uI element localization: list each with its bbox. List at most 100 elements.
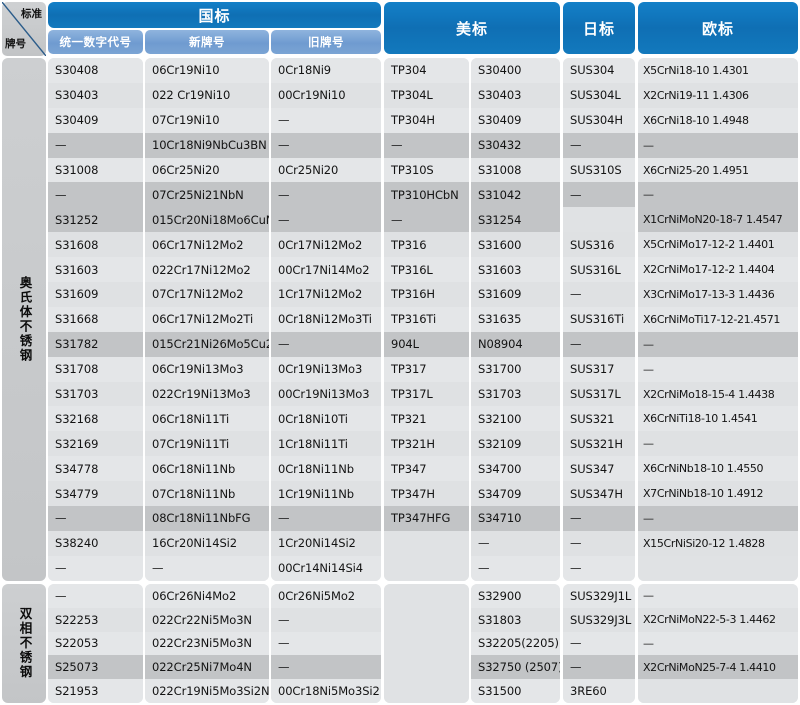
col-duplex-gb-new: 06Cr26Ni4Mo2 022Cr22Ni5Mo3N 022Cr23Ni5Mo3N… [145,584,269,703]
table-cell: — [638,631,798,656]
table-cell: 06Cr17Ni12Mo2Ti [145,306,269,332]
table-cell: 022Cr25Ni7Mo4N [145,655,269,680]
table-cell: S34779 [48,481,143,507]
table-cell: 0Cr18Ni10Ti [271,406,381,432]
table-cell: — [563,182,635,208]
col-austenitic-jp: SUS304 SUS304L SUS304H — SUS310S — SUS316 SUS31… [563,58,635,581]
table-cell: SUS317 [563,356,635,382]
table-cell: SUS304 [563,58,635,83]
table-cell: 06Cr19Ni10 [145,58,269,83]
col-austenitic-gb-uns: S30408 S30403 S30409— S31008— S31252 S31608 S3… [48,58,143,581]
table-cell: S31703 [48,381,143,407]
table-cell: X2CrNiMo17-12-2 1.4404 [638,257,798,283]
table-cell: — [563,631,635,656]
table-cell: S32168 [48,406,143,432]
table-cell: — [638,356,798,382]
table-cell: S31600 [471,232,560,258]
table-cell: — [563,331,635,357]
table-cell: — [638,584,798,608]
table-cell: S32100 [471,406,560,432]
table-cell: SUS316 [563,232,635,258]
col-austenitic-us-tp: TP304 TP304L TP304H — TP310S TP310HCbN — TP316 T… [384,58,469,581]
table-cell: 0Cr18Ni9 [271,58,381,83]
table-cell: X6CrNiTi18-10 1.4541 [638,406,798,432]
header-gb-new[interactable]: 新牌号 [145,30,269,54]
diagonal-divider-icon [2,2,46,56]
table-cell: TP310HCbN [384,182,469,208]
table-cell: 0Cr18Ni12Mo3Ti [271,306,381,332]
table-cell: — [563,530,635,556]
table-cell: X6CrNiNb18-10 1.4550 [638,456,798,482]
table-cell: 00Cr18Ni5Mo3Si2 [271,679,381,703]
table-cell: 00Cr19Ni10 [271,82,381,108]
table-cell: 06Cr26Ni4Mo2 [145,584,269,608]
table-cell: 0Cr18Ni11Nb [271,456,381,482]
table-cell: — [48,555,143,581]
table-cell: 06Cr17Ni12Mo2 [145,232,269,258]
table-cell [563,207,635,233]
table-cell: 3RE60 [563,679,635,703]
table-cell: 022Cr22Ni5Mo3N [145,607,269,632]
table-cell: X3CrNiMo17-13-3 1.4436 [638,282,798,307]
table-cell: — [471,555,560,581]
table-cell: S32205(2205) [471,631,560,656]
table-cell: X5CrNiMo17-12-2 1.4401 [638,232,798,258]
table-cell [384,555,469,581]
header-eu[interactable]: 欧标 [638,2,798,54]
table-cell: SUS316L [563,257,635,283]
table-cell: — [48,584,143,608]
table-cell: S31500 [471,679,560,703]
table-cell: — [638,182,798,208]
table-cell: SUS329J3L [563,607,635,632]
table-cell: — [638,431,798,457]
table-cell: S31252 [48,207,143,233]
header-gb-old[interactable]: 旧牌号 [271,30,381,54]
table-cell: — [638,506,798,531]
table-cell: 015Cr20Ni18Mo6CuN [145,207,269,233]
header-us[interactable]: 美标 [384,2,560,54]
table-cell: 022Cr19Ni13Mo3 [145,381,269,407]
table-cell: — [563,282,635,307]
table-cell: S31703 [471,381,560,407]
table-cell: S31803 [471,607,560,632]
table-cell [384,530,469,556]
table-cell: — [271,506,381,531]
table-cell: SUS321H [563,431,635,457]
table-cell: 06Cr18Ni11Ti [145,406,269,432]
header-jp[interactable]: 日标 [563,2,635,54]
header-gb[interactable]: 国标 [48,2,381,28]
table-cell: 07Cr17Ni12Mo2 [145,282,269,307]
table-cell: 1Cr17Ni12Mo2 [271,282,381,307]
table-cell: — [271,631,381,656]
table-cell: 00Cr14Ni14Si4 [271,555,381,581]
table-cell: S34710 [471,506,560,531]
table-cell: X6CrNi25-20 1.4951 [638,157,798,183]
table-cell: S31608 [48,232,143,258]
category-duplex: 双相不锈钢 [2,584,46,703]
table-cell: S34709 [471,481,560,507]
table-cell: TP317 [384,356,469,382]
table-cell: 1Cr18Ni11Ti [271,431,381,457]
table-cell: TP316 [384,232,469,258]
table-cell: 10Cr18Ni9NbCu3BN [145,132,269,158]
table-cell: S30403 [48,82,143,108]
table-cell: S31609 [48,282,143,307]
table-cell: S30408 [48,58,143,83]
table-cell: S25073 [48,655,143,680]
table-cell: 06Cr18Ni11Nb [145,456,269,482]
table-cell: 00Cr19Ni13Mo3 [271,381,381,407]
table-cell: SUS304L [563,82,635,108]
table-cell: 06Cr25Ni20 [145,157,269,183]
table-cell: N08904 [471,331,560,357]
table-cell: 07Cr19Ni10 [145,107,269,133]
corner-grade-label: 牌号 [5,38,26,50]
col-duplex-gb-uns: — S22253 S22053 S25073 S21953 [48,584,143,703]
table-cell: TP316H [384,282,469,307]
table-cell: S31609 [471,282,560,307]
table-cell: S31008 [48,157,143,183]
col-austenitic-us-s: S30400 S30403 S30409 S30432 S31008 S31042 S312… [471,58,560,581]
table-cell: 16Cr20Ni14Si2 [145,530,269,556]
header-gb-uns[interactable]: 统一数字代号 [48,30,143,54]
table-cell: S31254 [471,207,560,233]
table-cell: SUS317L [563,381,635,407]
